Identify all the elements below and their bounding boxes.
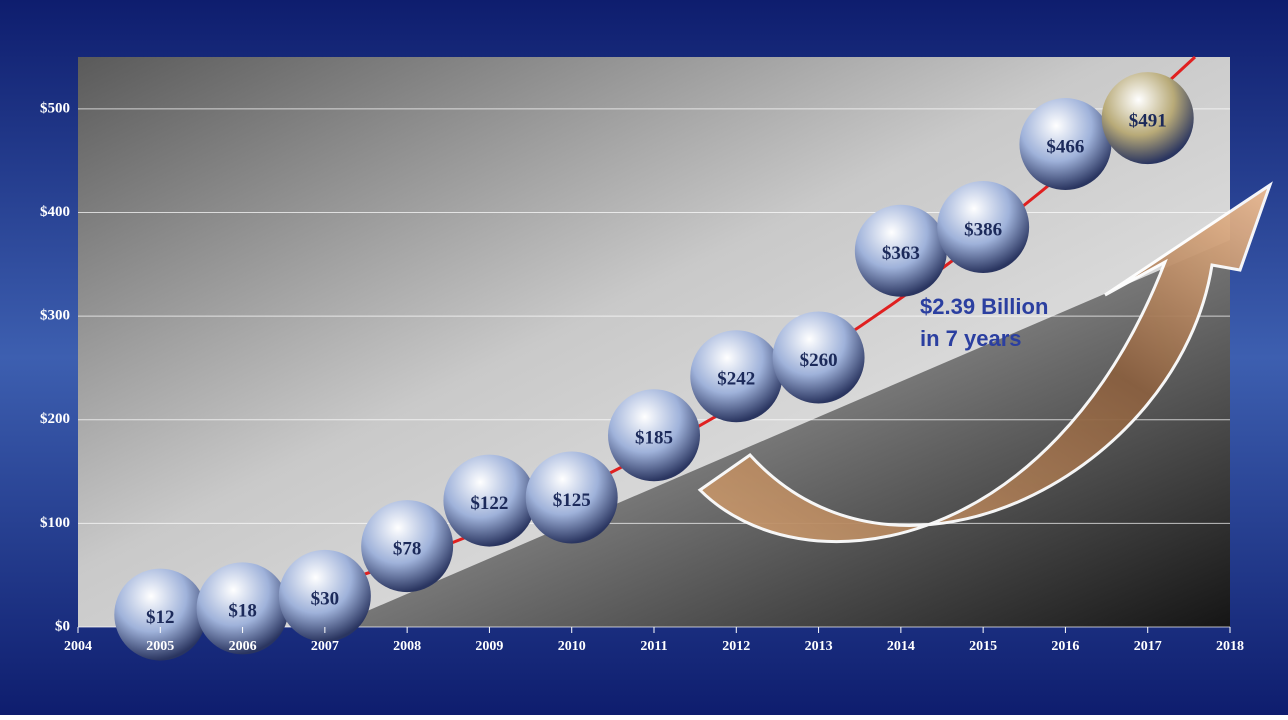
sphere	[1101, 72, 1194, 165]
x-tick-label: 2015	[969, 639, 997, 654]
x-tick-label: 2018	[1216, 639, 1244, 654]
data-label: $78	[393, 539, 422, 560]
sphere	[772, 311, 865, 404]
data-label: $260	[800, 350, 838, 371]
x-tick-label: 2007	[311, 639, 339, 654]
data-label: $386	[964, 219, 1002, 240]
sphere	[608, 389, 700, 482]
x-tick-label: 2005	[146, 639, 174, 654]
sphere	[196, 562, 289, 655]
x-tick-label: 2009	[475, 639, 503, 654]
sphere	[854, 204, 947, 297]
x-tick-label: 2016	[1051, 639, 1079, 654]
arrow	[697, 181, 1273, 544]
sphere	[443, 454, 536, 547]
x-tick-label: 2014	[887, 639, 915, 654]
sphere	[1019, 98, 1112, 191]
sphere	[278, 549, 371, 642]
data-label: $18	[228, 601, 257, 622]
x-tick-label: 2004	[64, 639, 92, 654]
x-tick-label: 2010	[558, 639, 586, 654]
annotation: in 7 years	[920, 326, 1022, 351]
sphere	[690, 330, 783, 423]
data-label: $125	[553, 490, 591, 511]
x-tick-label: 2013	[805, 639, 833, 654]
y-tick-label: $100	[40, 515, 70, 531]
sphere	[361, 500, 454, 593]
x-tick-label: 2008	[393, 639, 421, 654]
y-tick-label: $500	[40, 100, 70, 116]
x-tick-label: 2012	[722, 639, 750, 654]
x-tick-label: 2006	[229, 639, 257, 654]
data-label: $30	[311, 588, 340, 609]
data-label: $363	[882, 243, 920, 264]
sphere	[114, 568, 207, 661]
data-label: $491	[1129, 111, 1167, 132]
data-label: $12	[146, 607, 175, 628]
data-label: $466	[1046, 136, 1084, 157]
y-tick-label: $400	[40, 204, 70, 220]
data-label: $122	[470, 493, 508, 514]
x-tick-label: 2011	[640, 639, 667, 654]
data-label: $242	[717, 369, 755, 390]
annotation: $2.39 Billion	[920, 294, 1048, 319]
y-tick-label: $300	[40, 308, 70, 324]
data-label: $185	[635, 428, 673, 449]
sphere	[525, 451, 618, 544]
y-tick-label: $200	[40, 411, 70, 427]
x-tick-label: 2017	[1134, 639, 1162, 654]
sphere	[937, 180, 1030, 273]
y-tick-label: $0	[55, 618, 70, 634]
